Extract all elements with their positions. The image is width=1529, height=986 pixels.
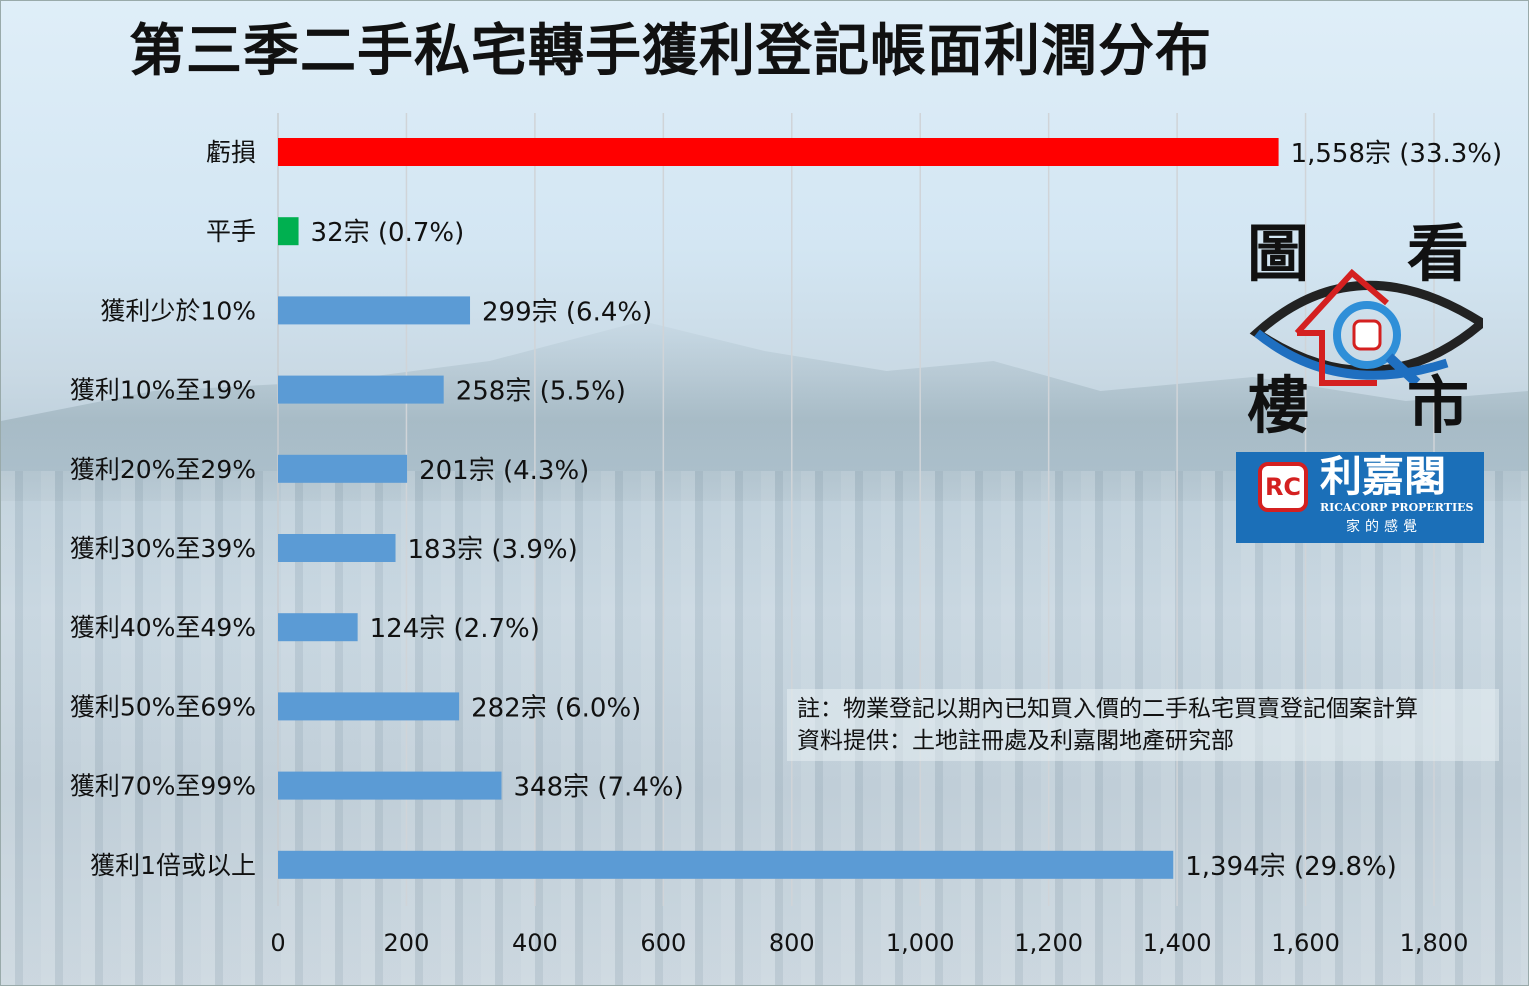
bar — [278, 771, 502, 800]
logo-char: 樓 — [1247, 369, 1310, 442]
bar — [278, 534, 396, 562]
x-tick-label: 800 — [769, 929, 815, 957]
data-label: 1,558宗 (33.3%) — [1291, 139, 1503, 169]
bar — [278, 613, 358, 642]
logo-see-property-market: 圖 看 樓 市 — [1237, 219, 1483, 448]
bar — [278, 692, 460, 721]
x-tick-label: 400 — [512, 929, 558, 957]
category-label: 獲利少於10% — [100, 296, 256, 325]
data-label: 299宗 (6.4%) — [482, 297, 652, 327]
logo-char: 看 — [1407, 217, 1470, 290]
data-label: 183宗 (3.9%) — [408, 535, 578, 565]
brand-name-zh: 利嘉閣 — [1320, 452, 1447, 501]
footnote-line: 註：物業登記以期內已知買入價的二手私宅買賣登記個案計算 — [797, 696, 1418, 722]
category-label: 獲利30%至39% — [70, 534, 256, 563]
data-label: 282宗 (6.0%) — [471, 693, 641, 723]
x-tick-label: 0 — [270, 929, 285, 957]
rc-logo-mark: RC — [1258, 462, 1308, 512]
category-label: 平手 — [206, 217, 256, 246]
x-tick-label: 1,000 — [886, 929, 955, 957]
bar — [278, 296, 471, 325]
category-label: 虧損 — [206, 138, 256, 167]
bar — [278, 454, 408, 483]
x-tick-label: 1,400 — [1143, 929, 1212, 957]
bar — [278, 850, 1174, 879]
logo-char: 圖 — [1247, 217, 1310, 290]
footnote: 註：物業登記以期內已知買入價的二手私宅買賣登記個案計算 資料提供：土地註冊處及利… — [787, 689, 1499, 761]
eye-magnifier-icon — [1249, 268, 1483, 387]
category-label: 獲利50%至69% — [70, 692, 256, 721]
chart-title: 第三季二手私宅轉手獲利登記帳面利潤分布 — [129, 19, 1212, 84]
category-label: 獲利40%至49% — [70, 613, 256, 642]
ricacorp-logo: RC 利嘉閣 RICACORP PROPERTIES 家的感覺 — [1236, 452, 1484, 543]
brand-name-en: RICACORP PROPERTIES — [1320, 501, 1474, 514]
data-label: 258宗 (5.5%) — [456, 377, 626, 407]
data-label: 32宗 (0.7%) — [311, 218, 465, 248]
logo-char: 市 — [1407, 369, 1470, 442]
category-label: 獲利10%至19% — [70, 376, 256, 405]
x-tick-label: 600 — [640, 929, 686, 957]
source-line: 資料提供：土地註冊處及利嘉閣地產研究部 — [797, 728, 1234, 754]
x-tick-label: 1,600 — [1271, 929, 1340, 957]
bar — [278, 138, 1279, 166]
data-label: 1,394宗 (29.8%) — [1185, 852, 1397, 882]
data-label: 124宗 (2.7%) — [370, 614, 540, 644]
data-label: 201宗 (4.3%) — [419, 456, 589, 486]
x-tick-label: 200 — [384, 929, 430, 957]
brand-slogan: 家的感覺 — [1346, 519, 1422, 535]
bar — [278, 217, 299, 246]
category-label: 獲利1倍或以上 — [90, 851, 256, 880]
category-label: 獲利70%至99% — [70, 772, 256, 801]
bar — [278, 375, 444, 404]
category-label: 獲利20%至29% — [70, 455, 256, 484]
x-tick-label: 1,800 — [1400, 929, 1469, 957]
data-label: 348宗 (7.4%) — [513, 773, 683, 803]
x-tick-label: 1,200 — [1014, 929, 1083, 957]
